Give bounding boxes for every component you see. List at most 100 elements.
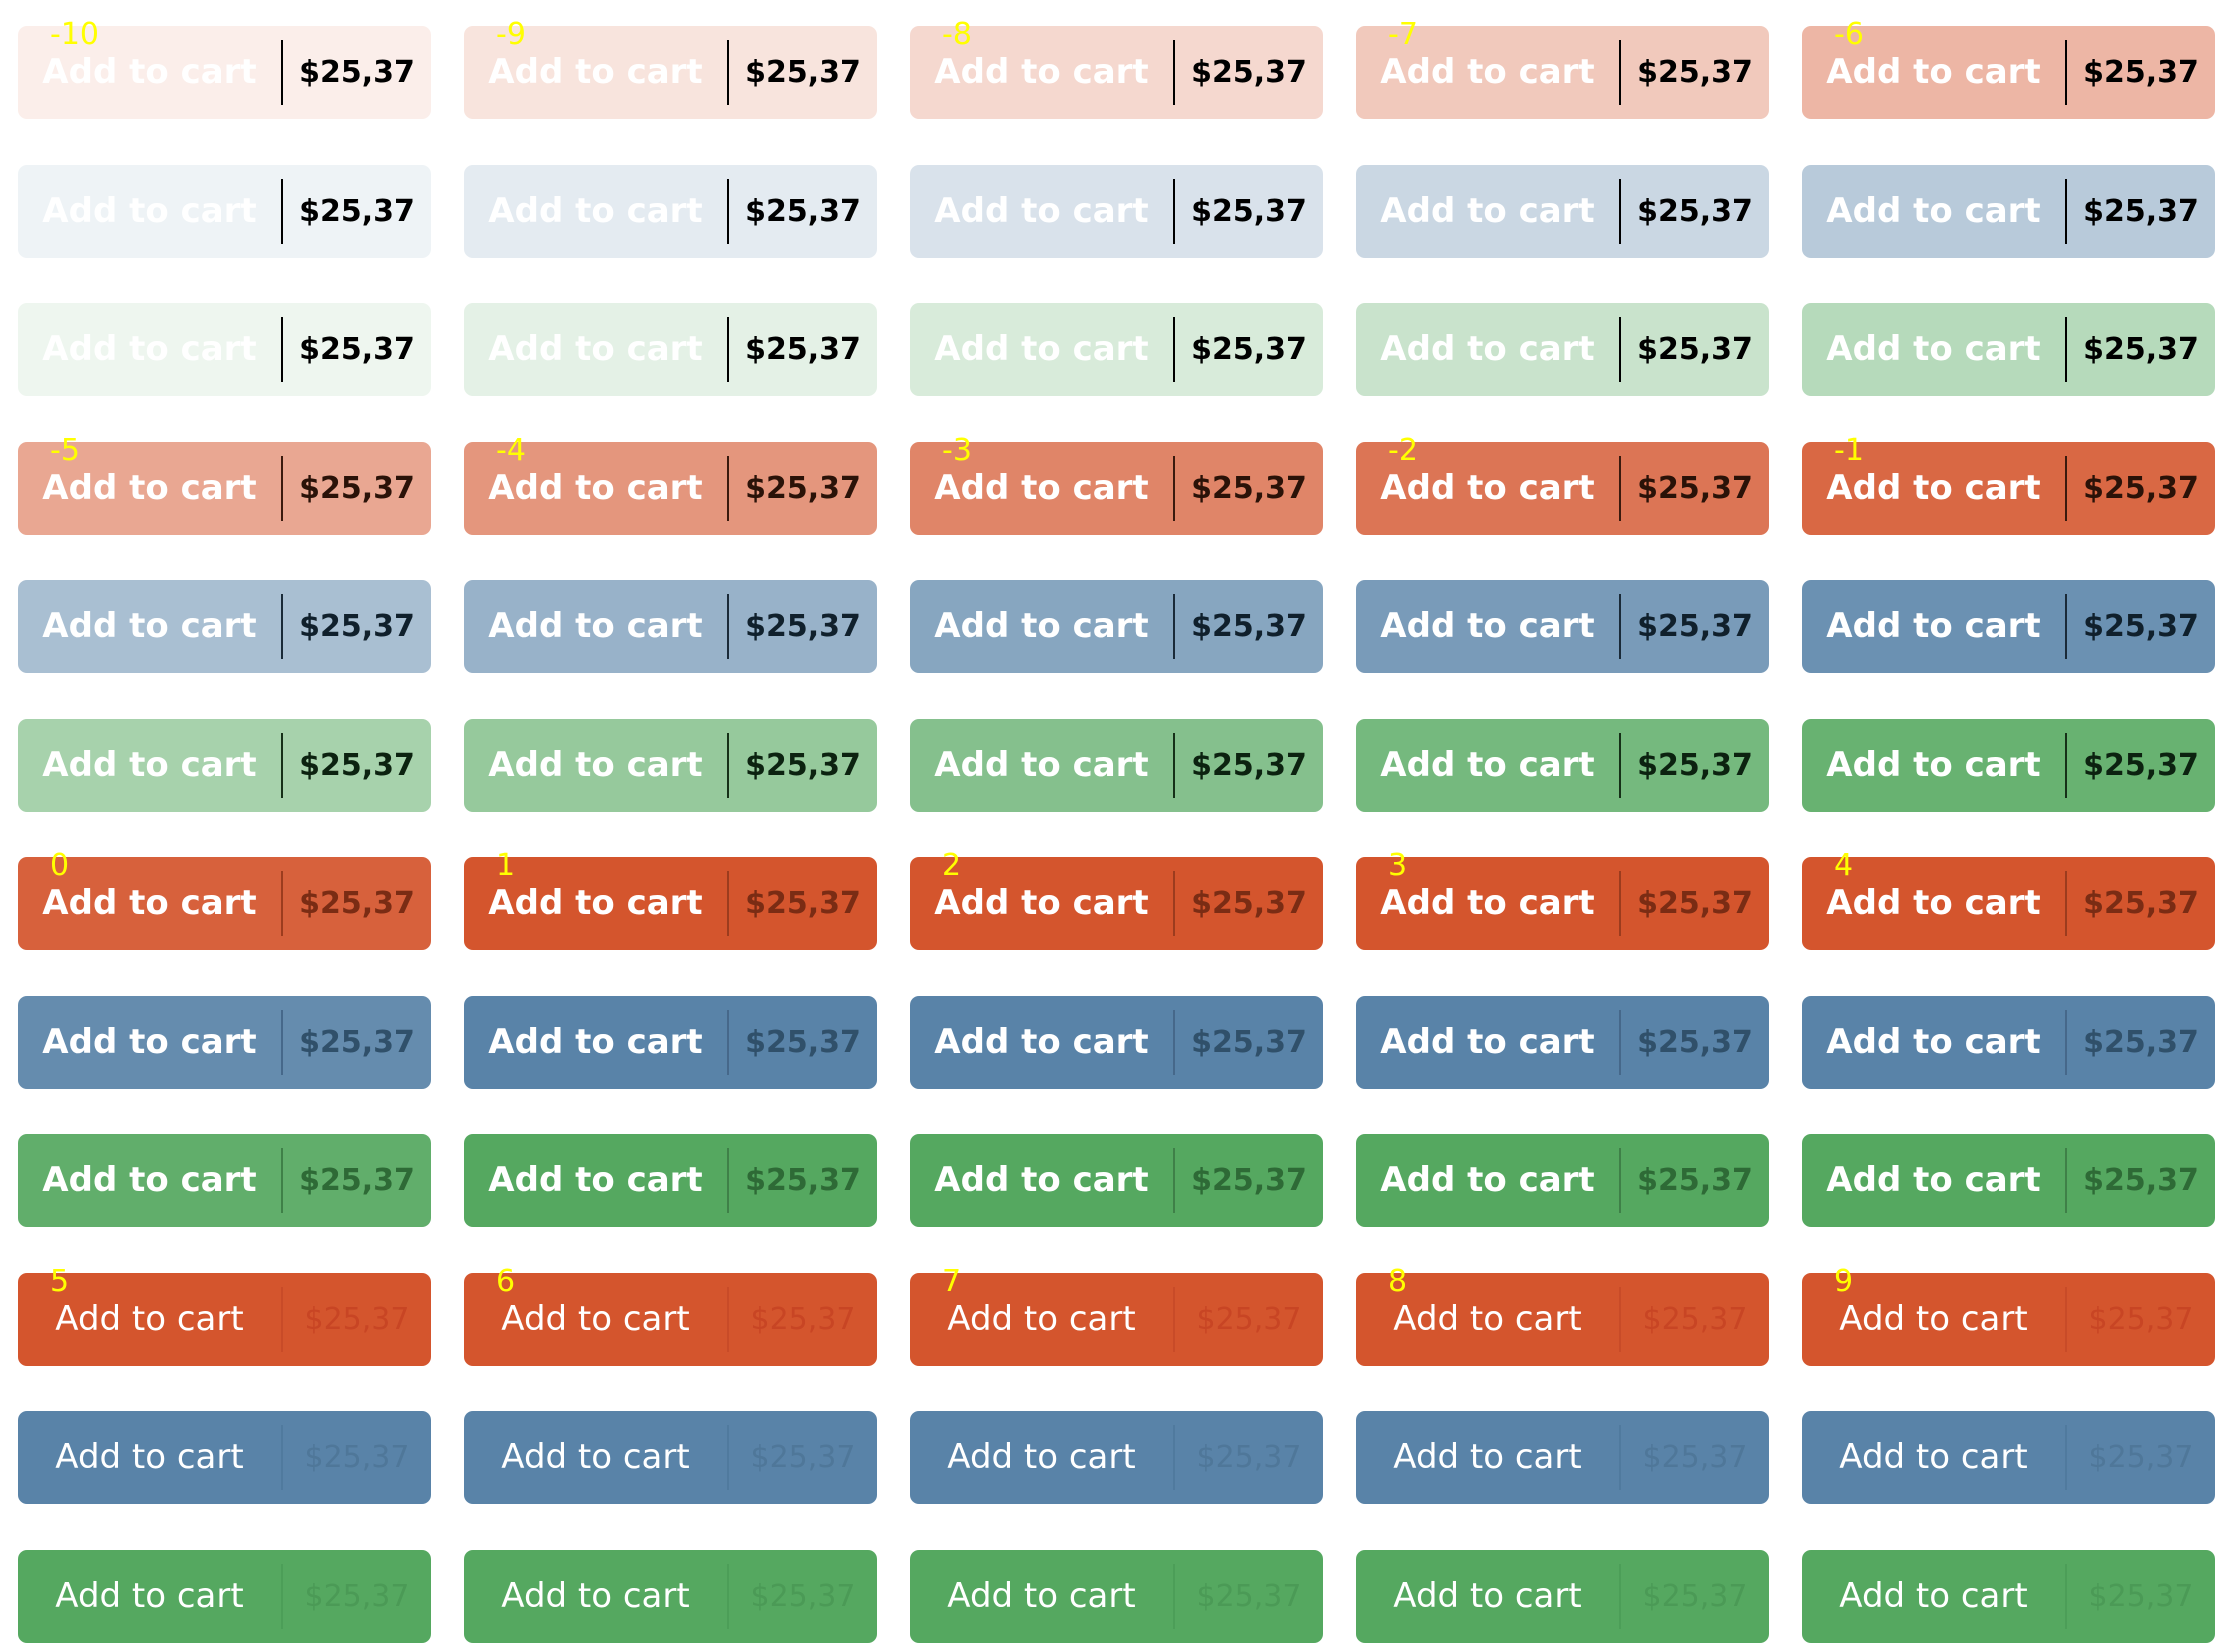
add-to-cart-label: Add to cart	[488, 744, 703, 785]
variant-number-label: 0	[50, 848, 70, 883]
add-to-cart-button[interactable]: Add to cart $25,37	[464, 995, 877, 1089]
add-to-cart-button[interactable]: Add to cart $25,37	[910, 718, 1323, 812]
price-label: $25,37	[1191, 1163, 1307, 1198]
add-to-cart-button[interactable]: Add to cart $25,37 -8	[910, 18, 1323, 119]
price-label: $25,37	[2083, 1163, 2199, 1198]
price-divider	[1173, 178, 1175, 244]
add-to-cart-button[interactable]: Add to cart $25,37	[1356, 164, 1769, 258]
add-to-cart-button[interactable]: Add to cart $25,37 -1	[1802, 433, 2215, 535]
add-to-cart-label: Add to cart	[934, 606, 1149, 646]
add-to-cart-label: Add to cart	[488, 467, 703, 508]
add-to-cart-button[interactable]: Add to cart $25,37	[464, 580, 877, 673]
variant-number-label: 2	[942, 848, 962, 883]
add-to-cart-button[interactable]: Add to cart $25,37 0	[18, 849, 431, 950]
add-to-cart-button[interactable]: Add to cart $25,37	[1802, 303, 2215, 396]
add-to-cart-label: Add to cart	[488, 1160, 703, 1200]
add-to-cart-label: Add to cart	[488, 1021, 703, 1062]
add-to-cart-button[interactable]: Add to cart $25,37	[464, 164, 877, 258]
price-label: $25,37	[1637, 55, 1753, 90]
add-to-cart-button[interactable]: Add to cart $25,37	[1356, 718, 1769, 812]
price-divider	[281, 1425, 283, 1490]
price-divider	[281, 871, 283, 936]
price-label: $25,37	[1637, 886, 1753, 921]
add-to-cart-label: Add to cart	[934, 1021, 1149, 1062]
add-to-cart-button[interactable]: Add to cart $25,37	[910, 1411, 1323, 1504]
price-divider	[281, 40, 283, 105]
add-to-cart-button[interactable]: Add to cart $25,37	[18, 1134, 431, 1227]
add-to-cart-button[interactable]: Add to cart $25,37	[464, 303, 877, 396]
add-to-cart-button[interactable]: Add to cart $25,37	[910, 1549, 1323, 1643]
add-to-cart-button[interactable]: Add to cart $25,37	[18, 164, 431, 258]
add-to-cart-button[interactable]: Add to cart $25,37	[18, 303, 431, 396]
price-label: $25,37	[2083, 747, 2199, 783]
add-to-cart-button[interactable]: Add to cart $25,37 -9	[464, 18, 877, 119]
add-to-cart-button[interactable]: Add to cart $25,37	[464, 1411, 877, 1504]
add-to-cart-button[interactable]: Add to cart $25,37 7	[910, 1264, 1323, 1366]
add-to-cart-button[interactable]: Add to cart $25,37	[18, 1549, 431, 1643]
add-to-cart-button[interactable]: Add to cart $25,37 -4	[464, 433, 877, 535]
add-to-cart-button[interactable]: Add to cart $25,37	[1802, 1411, 2215, 1504]
add-to-cart-button[interactable]: Add to cart $25,37	[1802, 580, 2215, 673]
add-to-cart-button[interactable]: Add to cart $25,37 -2	[1356, 433, 1769, 535]
add-to-cart-button[interactable]: Add to cart $25,37	[1802, 1134, 2215, 1227]
add-to-cart-button[interactable]: Add to cart $25,37	[464, 718, 877, 812]
add-to-cart-button[interactable]: Add to cart $25,37	[1356, 303, 1769, 396]
add-to-cart-button[interactable]: Add to cart $25,37	[1356, 1411, 1769, 1504]
add-to-cart-label: Add to cart	[934, 883, 1149, 923]
add-to-cart-button[interactable]: Add to cart $25,37 4	[1802, 849, 2215, 950]
add-to-cart-button[interactable]: Add to cart $25,37 1	[464, 849, 877, 950]
add-to-cart-button[interactable]: Add to cart $25,37	[910, 1134, 1323, 1227]
variant-number-label: 9	[1834, 1263, 1854, 1299]
add-to-cart-button[interactable]: Add to cart $25,37 -5	[18, 433, 431, 535]
add-to-cart-button[interactable]: Add to cart $25,37	[1802, 718, 2215, 812]
add-to-cart-button[interactable]: Add to cart $25,37	[18, 718, 431, 812]
variant-number-label: 4	[1834, 848, 1854, 883]
add-to-cart-button[interactable]: Add to cart $25,37	[910, 580, 1323, 673]
price-label: $25,37	[1191, 1024, 1307, 1060]
add-to-cart-label: Add to cart	[1380, 1021, 1595, 1062]
add-to-cart-button[interactable]: Add to cart $25,37	[1356, 1549, 1769, 1643]
price-divider	[727, 1148, 729, 1213]
add-to-cart-button[interactable]: Add to cart $25,37	[18, 580, 431, 673]
add-to-cart-button[interactable]: Add to cart $25,37 2	[910, 849, 1323, 950]
price-label: $25,37	[2088, 1301, 2194, 1337]
add-to-cart-button[interactable]: Add to cart $25,37	[1802, 164, 2215, 258]
price-label: $25,37	[1191, 332, 1307, 367]
add-to-cart-button[interactable]: Add to cart $25,37 8	[1356, 1264, 1769, 1366]
add-to-cart-button[interactable]: Add to cart $25,37	[464, 1549, 877, 1643]
add-to-cart-label: Add to cart	[501, 1298, 690, 1339]
add-to-cart-label: Add to cart	[1826, 744, 2041, 785]
add-to-cart-button[interactable]: Add to cart $25,37	[910, 995, 1323, 1089]
add-to-cart-button[interactable]: Add to cart $25,37	[910, 164, 1323, 258]
price-label: $25,37	[299, 470, 415, 506]
add-to-cart-button[interactable]: Add to cart $25,37	[464, 1134, 877, 1227]
add-to-cart-button[interactable]: Add to cart $25,37 -10	[18, 18, 431, 119]
add-to-cart-label: Add to cart	[488, 190, 703, 231]
price-divider	[727, 1286, 729, 1352]
add-to-cart-button[interactable]: Add to cart $25,37	[18, 1411, 431, 1504]
add-to-cart-label: Add to cart	[42, 329, 257, 369]
variant-number-label: 6	[496, 1263, 516, 1299]
add-to-cart-button[interactable]: Add to cart $25,37 3	[1356, 849, 1769, 950]
add-to-cart-button[interactable]: Add to cart $25,37 5	[18, 1264, 431, 1366]
add-to-cart-button[interactable]: Add to cart $25,37 9	[1802, 1264, 2215, 1366]
price-divider	[1619, 1425, 1621, 1490]
price-divider	[1173, 1009, 1175, 1075]
add-to-cart-button[interactable]: Add to cart $25,37 6	[464, 1264, 877, 1366]
add-to-cart-label: Add to cart	[1839, 1437, 2028, 1477]
price-label: $25,37	[2088, 1578, 2194, 1614]
price-label: $25,37	[1642, 1440, 1748, 1475]
add-to-cart-button[interactable]: Add to cart $25,37 -6	[1802, 18, 2215, 119]
add-to-cart-button[interactable]: Add to cart $25,37	[1802, 1549, 2215, 1643]
add-to-cart-button[interactable]: Add to cart $25,37	[1802, 995, 2215, 1089]
add-to-cart-button[interactable]: Add to cart $25,37	[1356, 995, 1769, 1089]
add-to-cart-button[interactable]: Add to cart $25,37 -3	[910, 433, 1323, 535]
add-to-cart-button[interactable]: Add to cart $25,37	[1356, 1134, 1769, 1227]
add-to-cart-button[interactable]: Add to cart $25,37	[1356, 580, 1769, 673]
add-to-cart-label: Add to cart	[1380, 744, 1595, 785]
price-label: $25,37	[1196, 1440, 1302, 1475]
add-to-cart-button[interactable]: Add to cart $25,37	[18, 995, 431, 1089]
add-to-cart-button[interactable]: Add to cart $25,37 -7	[1356, 18, 1769, 119]
add-to-cart-button[interactable]: Add to cart $25,37	[910, 303, 1323, 396]
price-divider	[2065, 1425, 2067, 1490]
